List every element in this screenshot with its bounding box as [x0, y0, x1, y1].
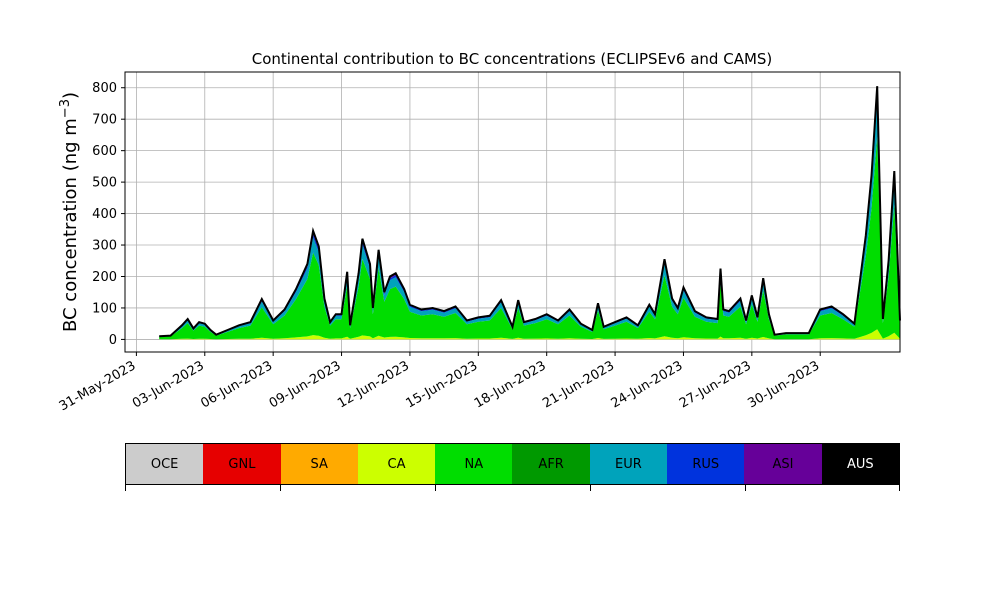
x-tick-label: 18-Jun-2023: [472, 358, 549, 411]
y-tick-label: 100: [92, 301, 117, 316]
series-area-rus: [159, 93, 900, 337]
legend-item-aus: AUS: [821, 444, 899, 484]
plot-frame: [124, 71, 901, 353]
series-area-ca: [159, 329, 900, 340]
y-tick-label: 400: [92, 207, 117, 222]
legend: OCE GNL SA CA NA AFR EUR RUS ASI AUS: [125, 443, 900, 485]
x-tick-label: 12-Jun-2023: [335, 358, 412, 411]
series-area-eur: [159, 101, 900, 337]
x-tick-label: 21-Jun-2023: [540, 358, 617, 411]
legend-item-gnl: GNL: [203, 444, 281, 484]
legend-item-na: NA: [435, 444, 513, 484]
x-tick-label: 15-Jun-2023: [403, 358, 480, 411]
x-tick-label: 30-Jun-2023: [745, 358, 822, 411]
legend-item-afr: AFR: [512, 444, 590, 484]
legend-item-oce: OCE: [126, 444, 204, 484]
legend-item-rus: RUS: [667, 444, 745, 484]
y-axis-label-sup: −3: [58, 99, 73, 118]
legend-tick: [435, 485, 436, 491]
legend-tick: [899, 485, 900, 491]
y-tick-label: 600: [92, 144, 117, 159]
y-axis-label: BC concentration (ng m−3): [58, 92, 81, 332]
x-tick-label: 03-Jun-2023: [130, 358, 207, 411]
y-tick-label: 300: [92, 239, 117, 254]
legend-tick: [590, 485, 591, 491]
x-tick-label: 09-Jun-2023: [267, 358, 344, 411]
legend-item-ca: CA: [357, 444, 436, 484]
y-tick-label: 0: [109, 333, 117, 348]
grid-lines: [125, 72, 900, 352]
y-tick-label: 700: [92, 113, 117, 128]
legend-tick: [745, 485, 746, 491]
legend-tick: [125, 485, 126, 491]
stacked-areas: [159, 86, 901, 340]
legend-item-eur: EUR: [589, 444, 668, 484]
y-tick-label: 800: [92, 81, 117, 96]
y-tick-label: 500: [92, 176, 117, 191]
x-tick-label: 31-May-2023: [57, 358, 139, 414]
x-tick-label: 24-Jun-2023: [609, 358, 686, 411]
series-area-na: [159, 136, 900, 340]
chart-title: Continental contribution to BC concentra…: [252, 50, 773, 68]
legend-ticks: [125, 485, 900, 491]
x-tick-label: 06-Jun-2023: [198, 358, 275, 411]
y-axis-ticks: 0 100 200 300 400 500 600 700 800: [92, 81, 125, 348]
series-area-asi: [159, 86, 900, 337]
legend-item-sa: SA: [280, 444, 358, 484]
x-axis-ticks: 31-May-202303-Jun-202306-Jun-202309-Jun-…: [57, 352, 822, 414]
x-tick-label: 27-Jun-2023: [677, 358, 754, 411]
legend-item-asi: ASI: [744, 444, 822, 484]
total-line: [159, 86, 901, 338]
y-tick-label: 200: [92, 270, 117, 285]
legend-tick: [280, 485, 281, 491]
